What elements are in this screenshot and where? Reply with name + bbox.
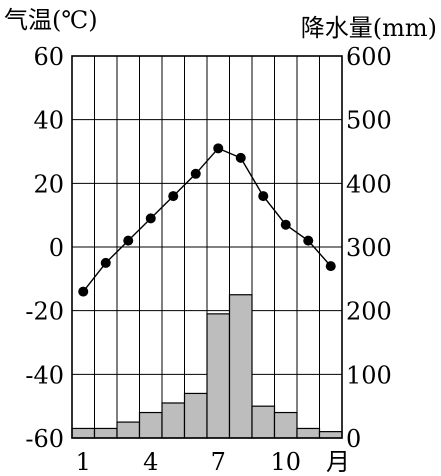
- right-axis-title: 降水量(mm): [301, 14, 437, 42]
- temperature-point: [168, 191, 179, 202]
- right-tick-label: 300: [346, 234, 392, 262]
- x-tick-label: 4: [143, 448, 158, 476]
- left-tick-label: 40: [33, 107, 64, 135]
- left-axis-title: 气温(℃): [4, 6, 98, 34]
- temperature-point: [190, 168, 201, 179]
- precipitation-bars: [71, 294, 343, 439]
- precipitation-bar: [71, 427, 96, 439]
- temperature-point: [123, 235, 134, 246]
- x-unit-label: 月: [326, 448, 350, 476]
- precipitation-bar: [228, 294, 253, 439]
- temperature-series: [78, 143, 336, 297]
- precipitation-bar: [206, 313, 231, 439]
- x-tick-label: 7: [211, 448, 226, 476]
- plot-border: [71, 55, 343, 439]
- precipitation-bar: [93, 427, 118, 439]
- left-tick-labels: -60 -40 -20 0 20 40 60: [25, 43, 64, 453]
- temperature-point: [258, 191, 269, 202]
- temperature-point: [213, 143, 224, 154]
- left-tick-label: -40: [25, 361, 64, 389]
- left-tick-label: 60: [33, 43, 64, 71]
- x-tick-label: 1: [76, 448, 91, 476]
- plot-frame: [71, 55, 343, 439]
- precipitation-bar: [273, 411, 298, 439]
- left-tick-label: 0: [49, 234, 64, 262]
- x-tick-labels: 1 4 7 10: [76, 448, 301, 476]
- right-tick-labels: 0 100 200 300 400 500 600: [346, 43, 392, 453]
- right-tick-label: 100: [346, 361, 392, 389]
- temperature-point: [78, 286, 89, 297]
- temperature-point: [100, 257, 111, 268]
- precipitation-bar: [251, 405, 276, 439]
- precipitation-bar: [296, 427, 321, 439]
- right-tick-label: 400: [346, 170, 392, 198]
- left-tick-label: -60: [25, 425, 64, 453]
- precipitation-bar: [116, 421, 141, 439]
- left-tick-label: 20: [33, 170, 64, 198]
- temperature-point: [145, 213, 156, 224]
- temperature-point: [325, 261, 336, 272]
- right-tick-label: 200: [346, 298, 392, 326]
- left-tick-label: -20: [25, 298, 64, 326]
- right-tick-label: 0: [346, 425, 361, 453]
- x-tick-label: 10: [270, 448, 301, 476]
- right-tick-label: 600: [346, 43, 392, 71]
- temperature-point: [303, 235, 314, 246]
- temperature-point: [235, 152, 246, 163]
- precipitation-bar: [318, 431, 343, 439]
- precipitation-bar: [138, 411, 163, 439]
- right-tick-label: 500: [346, 107, 392, 135]
- precipitation-bar: [161, 402, 186, 439]
- temperature-point: [280, 219, 291, 230]
- precipitation-bar: [183, 392, 208, 439]
